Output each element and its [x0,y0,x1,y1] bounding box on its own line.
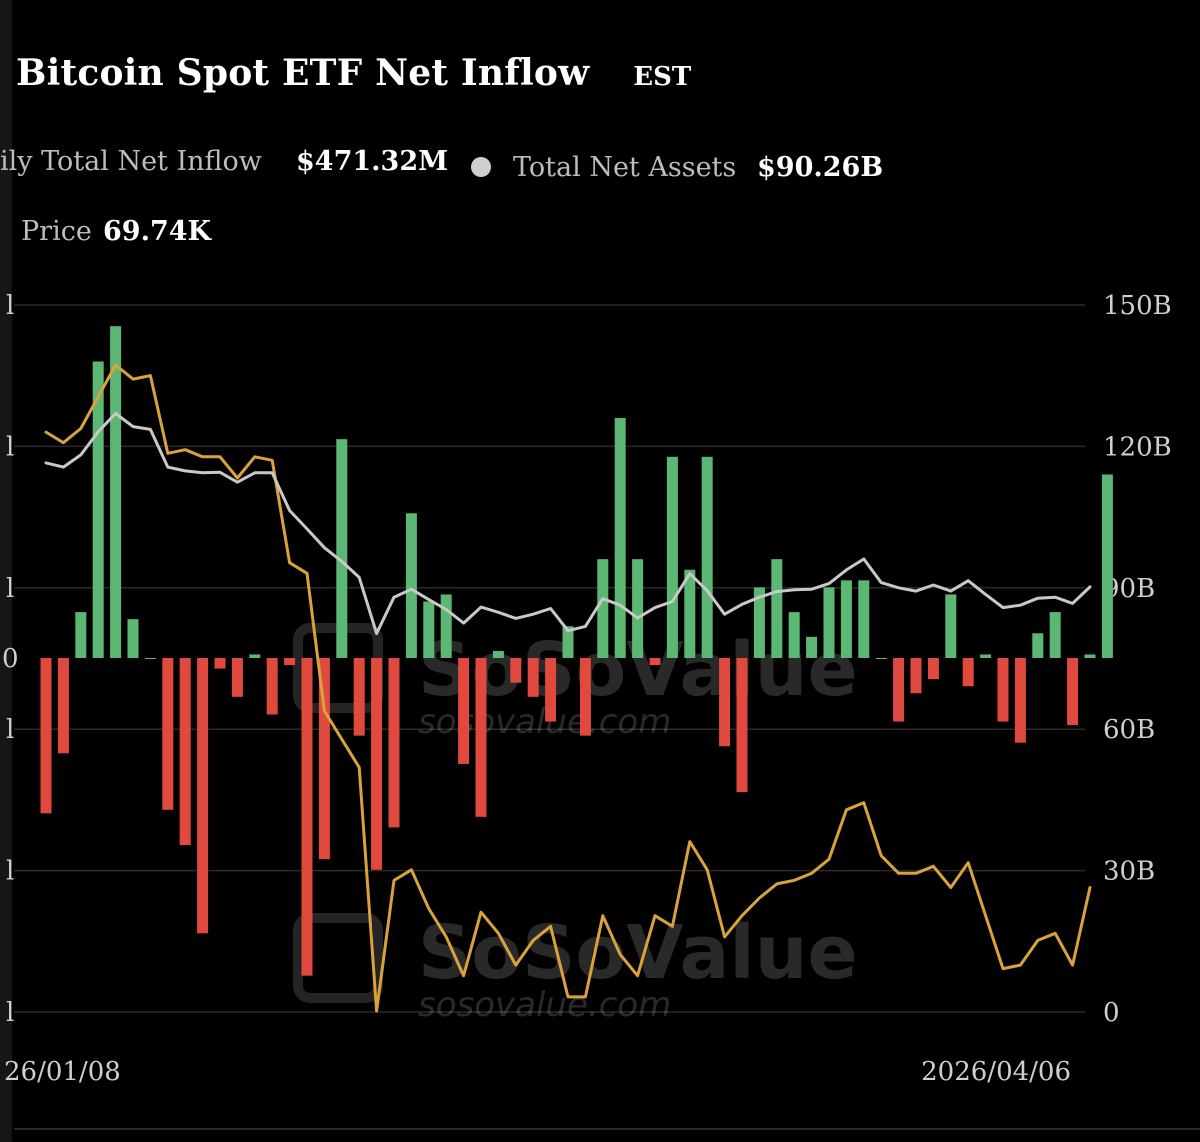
net-inflow-bar [92,361,104,658]
net-inflow-bar [893,658,905,722]
bottom-divider [14,1128,1200,1130]
net-inflow-bar [301,658,313,976]
net-inflow-bar [649,658,661,666]
price-value: 69.74K [103,216,212,247]
net-inflow-bar [405,513,417,658]
left-axis-zero-label: 0 [2,644,19,674]
total-net-assets-label: Total Net Assets [513,152,737,183]
net-inflow-bar [440,594,452,658]
x-axis-tick-label: 2026/04/06 [921,1057,1071,1087]
net-inflow-bar [962,658,974,687]
net-inflow-bar [910,658,922,694]
daily-net-inflow-label: ily Total Net Inflow [0,146,262,177]
net-inflow-bar [214,658,226,669]
net-inflow-bar [980,654,992,658]
timezone-label[interactable]: EST [633,62,692,92]
net-inflow-bar [40,658,52,814]
net-inflow-bar [736,658,748,793]
net-inflow-bar [353,658,365,736]
chart-title: Bitcoin Spot ETF Net Inflow [16,52,590,94]
net-inflow-bar [57,658,69,754]
y-axis-tick-label: 30B [1103,857,1155,887]
net-inflow-bar [684,569,696,658]
net-inflow-bar [753,587,765,658]
net-inflow-bar [788,612,800,658]
assets-legend-dot-icon [471,157,491,177]
watermark-logo-icon [293,913,383,1003]
watermark-url: sosovalue.com [418,985,671,1025]
left-axis-tick-fragment: l [6,432,14,462]
net-inflow-bar [75,612,87,658]
net-inflow-bar [510,658,522,683]
net-inflow-bar [597,559,609,658]
daily-net-inflow-value: $471.32M [296,146,449,177]
net-inflow-bar [875,658,887,659]
watermark-brand: SoSoValue [418,910,858,996]
net-inflow-bar [527,658,539,697]
net-inflow-bar [388,658,400,828]
net-inflow-bar [231,658,243,697]
net-inflow-bar [127,619,139,658]
left-axis-tick-fragment: l [6,291,14,321]
net-inflow-bar [823,587,835,658]
left-axis-tick-fragment: l [6,715,14,745]
price-line [44,363,1092,1013]
net-inflow-bar [719,658,731,747]
watermark-url: sosovalue.com [418,702,671,742]
total-net-assets-line [44,411,1092,635]
net-inflow-bar [318,658,330,860]
net-inflow-bar [266,658,278,715]
net-inflow-bar [1101,474,1113,658]
price-label: Price [21,216,92,247]
net-inflow-bar [997,658,1009,722]
net-inflow-bar [927,658,939,680]
net-inflow-bar [806,636,818,658]
y-axis-tick-label: 60B [1103,715,1155,745]
y-axis-tick-label: 150B [1103,291,1172,321]
net-inflow-bar [284,658,296,666]
net-inflow-bar [562,626,574,658]
net-inflow-bar [858,580,870,658]
left-axis-tick-fragment: l [6,574,14,604]
net-inflow-bar [1084,654,1096,658]
net-inflow-bar [1049,612,1061,658]
net-inflow-bar [423,601,435,658]
y-axis-tick-label: 120B [1103,432,1172,462]
net-inflow-bar [162,658,174,810]
net-inflow-bar [249,654,261,658]
net-inflow-bar [632,559,644,658]
left-axis-tick-fragment: l [6,857,14,887]
net-inflow-bar [371,658,383,870]
net-inflow-bar [545,658,557,722]
net-inflow-bar [945,594,957,658]
net-inflow-bar [771,559,783,658]
net-inflow-bar [458,658,470,764]
net-inflow-bar [110,326,122,658]
net-inflow-bar [701,456,713,658]
net-inflow-bar [614,417,626,658]
net-inflow-bar [492,650,504,658]
window-edge [0,0,12,1142]
net-inflow-bar [144,658,156,659]
net-inflow-bar [666,456,678,658]
net-inflow-bar [1014,658,1026,743]
net-inflow-bar [1067,658,1079,726]
net-inflow-bar [197,658,209,934]
left-axis-tick-fragment: l [6,998,14,1028]
total-net-assets-value: $90.26B [757,152,884,183]
net-inflow-bar [179,658,191,846]
x-axis-tick-label: 26/01/08 [4,1057,121,1087]
net-inflow-bar [336,439,348,658]
net-inflow-bar [579,658,591,736]
header: Bitcoin Spot ETF Net Inflow EST [16,52,691,100]
net-inflow-bar [1032,633,1044,658]
net-inflow-bar [475,658,487,817]
net-inflow-bar [840,580,852,658]
y-axis-tick-label: 0 [1103,998,1120,1028]
